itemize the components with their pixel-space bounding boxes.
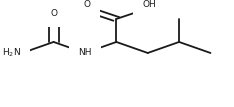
Text: H$_2$N: H$_2$N [2, 47, 21, 59]
Text: O: O [84, 0, 91, 9]
Text: OH: OH [142, 0, 156, 9]
Text: NH: NH [78, 48, 92, 57]
Text: O: O [50, 9, 57, 18]
